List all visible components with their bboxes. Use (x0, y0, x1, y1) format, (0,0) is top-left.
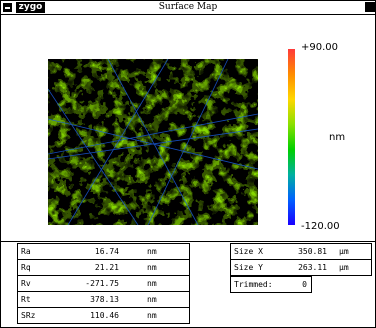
stat-name: Rv (21, 279, 31, 288)
stat-unit: nm (147, 263, 157, 272)
scratch-lines (48, 59, 258, 225)
trimmed-value: 0 (302, 280, 307, 289)
stat-value: 16.74 (94, 247, 119, 256)
stat-name: Ra (21, 247, 31, 256)
stat-row-ra: Ra 16.74 nm (18, 244, 189, 260)
zygo-logo: zygo (16, 2, 45, 13)
stat-value: 21.21 (94, 263, 119, 272)
stat-unit: nm (147, 311, 157, 320)
stat-value: 378.13 (90, 295, 119, 304)
stat-value: 110.46 (90, 311, 119, 320)
stat-row-rq: Rq 21.21 nm (18, 260, 189, 276)
stat-value: 263.11 (298, 263, 327, 272)
stat-row-srz: SRz 110.46 nm (18, 308, 189, 323)
roughness-stats-table: Ra 16.74 nm Rq 21.21 nm Rv -271.75 nm Rt… (17, 243, 190, 324)
stat-row-size-x: Size X 350.81 μm (231, 244, 371, 260)
stat-row-rv: Rv -271.75 nm (18, 276, 189, 292)
stat-name: Size X (234, 247, 263, 256)
stat-value: -271.75 (85, 279, 119, 288)
surface-map-svg (48, 59, 258, 225)
stat-unit: μm (339, 263, 349, 272)
stat-name: Size Y (234, 263, 263, 272)
window-title: Surface Map (158, 2, 218, 12)
scale-max-label: +90.00 (301, 42, 339, 53)
plot-area: +90.00 nm -120.00 (1, 15, 375, 242)
stat-name: Rq (21, 263, 31, 272)
title-bar[interactable]: zygo Surface Map (1, 1, 375, 15)
stat-name: Rt (21, 295, 31, 304)
stat-value: 350.81 (298, 247, 327, 256)
system-menu-icon[interactable] (3, 3, 12, 12)
surface-map-image (48, 59, 258, 225)
stat-row-rt: Rt 378.13 nm (18, 292, 189, 308)
stat-unit: nm (147, 295, 157, 304)
stat-row-size-y: Size Y 263.11 μm (231, 260, 371, 275)
size-stats-table: Size X 350.81 μm Size Y 263.11 μm (230, 243, 372, 276)
stat-unit: nm (147, 247, 157, 256)
scale-unit-label: nm (329, 132, 346, 143)
maximize-icon[interactable] (365, 2, 375, 12)
scale-min-label: -120.00 (301, 221, 340, 232)
stat-unit: μm (339, 247, 349, 256)
trimmed-count-box: Trimmed: 0 (230, 276, 312, 293)
color-scale-bar (288, 49, 295, 225)
stat-name: SRz (21, 311, 36, 320)
trimmed-label: Trimmed: (234, 280, 273, 289)
stat-unit: nm (147, 279, 157, 288)
